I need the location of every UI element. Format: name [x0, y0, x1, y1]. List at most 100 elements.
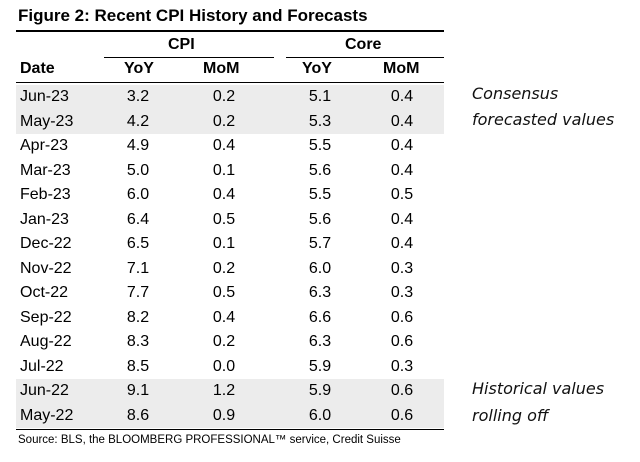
core-mom-cell: 0.4: [390, 88, 414, 105]
cpi-yoy-cell: 7.7: [126, 284, 150, 301]
cpi-mom-cell: 0.2: [212, 259, 236, 277]
cpi-mom-cell: 0.4: [212, 308, 236, 326]
core-yoy-cell: 6.3: [308, 333, 332, 350]
core-yoy-cell: 5.6: [308, 161, 332, 179]
cpi-yoy-cell: 5.0: [126, 161, 150, 179]
core-yoy-cell: 5.5: [308, 186, 332, 203]
cpi-yoy-cell: 4.9: [126, 137, 150, 154]
core-yoy-cell: 5.3: [308, 112, 332, 130]
bottom-rule: [16, 429, 444, 430]
core-mom-cell: 0.4: [390, 137, 414, 154]
core-mom-cell: 0.4: [390, 235, 414, 252]
core-mom-cell: 0.4: [390, 210, 414, 228]
core-yoy-cell: 5.9: [308, 382, 332, 399]
cpi-mom-cell: 0.5: [212, 210, 236, 228]
date-cell: Sep-22: [20, 308, 72, 326]
core-mom-cell: 0.4: [390, 112, 414, 130]
historical-note-line2: rolling off: [472, 406, 549, 425]
date-cell: Feb-23: [20, 186, 71, 203]
date-cell: Apr-23: [20, 137, 69, 154]
core-yoy-cell: 5.1: [308, 88, 332, 105]
core-mom-cell: 0.3: [390, 357, 414, 375]
core-yoy-cell: 6.0: [308, 406, 332, 424]
cpi-mom-cell: 0.5: [212, 284, 236, 301]
core-yoy-column-header: YoY: [302, 60, 332, 77]
core-mom-cell: 0.3: [390, 259, 414, 277]
cpi-mom-cell: 0.2: [212, 112, 236, 130]
cpi-mom-cell: 0.4: [212, 137, 236, 154]
core-mom-cell: 0.4: [390, 161, 414, 179]
core-yoy-cell: 6.0: [308, 259, 332, 277]
consensus-note-line2: forecasted values: [472, 110, 615, 129]
table-row: Jan-23 6.4 0.5 5.6 0.4: [16, 208, 444, 233]
cpi-yoy-cell: 3.2: [126, 88, 150, 105]
cpi-yoy-cell: 8.6: [126, 406, 150, 424]
cpi-mom-cell: 0.0: [212, 357, 236, 375]
table-row: Sep-22 8.2 0.4 6.6 0.6: [16, 306, 444, 331]
table-row: Apr-23 4.9 0.4 5.5 0.4: [16, 134, 444, 159]
date-cell: Dec-22: [20, 235, 72, 252]
core-mom-cell: 0.6: [390, 333, 414, 350]
historical-note-line1: Historical values: [472, 379, 605, 398]
table-row: Oct-22 7.7 0.5 6.3 0.3: [16, 281, 444, 306]
date-cell: Jun-23: [20, 88, 69, 105]
date-cell: Jun-22: [20, 382, 69, 399]
table-row: Jun-22 9.1 1.2 5.9 0.6: [16, 379, 444, 404]
cpi-yoy-cell: 8.2: [126, 308, 150, 326]
core-mom-cell: 0.6: [390, 382, 414, 399]
core-group-rule: [286, 57, 444, 58]
figure-title: Figure 2: Recent CPI History and Forecas…: [18, 6, 368, 25]
table-row: Mar-23 5.0 0.1 5.6 0.4: [16, 159, 444, 184]
cpi-group-rule: [104, 57, 274, 58]
core-yoy-cell: 5.5: [308, 137, 332, 154]
core-mom-cell: 0.6: [390, 308, 414, 326]
cpi-yoy-cell: 9.1: [126, 382, 150, 399]
source-note: Source: BLS, the BLOOMBERG PROFESSIONAL™…: [18, 434, 401, 446]
cpi-table-body: Jun-23 3.2 0.2 5.1 0.4 May-23 4.2 0.2 5.3 0.4 Apr-…: [16, 85, 444, 428]
core-yoy-cell: 5.6: [308, 210, 332, 228]
date-cell: Oct-22: [20, 284, 69, 301]
cpi-mom-cell: 0.4: [212, 186, 236, 203]
cpi-mom-cell: 1.2: [212, 382, 236, 399]
cpi-yoy-cell: 4.2: [126, 112, 150, 130]
table-row: Aug-22 8.3 0.2 6.3 0.6: [16, 330, 444, 355]
core-yoy-cell: 5.9: [308, 357, 332, 375]
table-row: May-23 4.2 0.2 5.3 0.4: [16, 109, 444, 134]
cpi-mom-cell: 0.1: [212, 161, 236, 179]
date-cell: Jul-22: [20, 357, 64, 375]
date-cell: May-23: [20, 112, 74, 130]
cpi-yoy-cell: 7.1: [126, 259, 150, 277]
date-cell: Jan-23: [20, 210, 69, 228]
date-cell: Nov-22: [20, 259, 72, 277]
core-yoy-cell: 6.6: [308, 308, 332, 326]
cpi-group-header: CPI: [168, 36, 195, 53]
cpi-mom-cell: 0.1: [212, 235, 236, 252]
core-yoy-cell: 6.3: [308, 284, 332, 301]
core-mom-cell: 0.6: [390, 406, 414, 424]
core-mom-cell: 0.3: [390, 284, 414, 301]
cpi-mom-cell: 0.2: [212, 88, 236, 105]
cpi-yoy-cell: 6.0: [126, 186, 150, 203]
date-cell: Mar-23: [20, 161, 71, 179]
cpi-mom-cell: 0.2: [212, 333, 236, 350]
cpi-mom-cell: 0.9: [212, 406, 236, 424]
table-row: Jun-23 3.2 0.2 5.1 0.4: [16, 85, 444, 110]
date-cell: May-22: [20, 406, 74, 424]
cpi-yoy-cell: 6.5: [126, 235, 150, 252]
top-rule: [16, 30, 444, 32]
cpi-yoy-cell: 6.4: [126, 210, 150, 228]
core-mom-cell: 0.5: [390, 186, 414, 203]
date-cell: Aug-22: [20, 333, 72, 350]
table-row: May-22 8.6 0.9 6.0 0.6: [16, 403, 444, 428]
table-row: Jul-22 8.5 0.0 5.9 0.3: [16, 355, 444, 380]
table-row: Nov-22 7.1 0.2 6.0 0.3: [16, 257, 444, 282]
core-group-header: Core: [345, 36, 382, 53]
table-row: Dec-22 6.5 0.1 5.7 0.4: [16, 232, 444, 257]
core-yoy-cell: 5.7: [308, 235, 332, 252]
header-rule: [16, 82, 444, 83]
date-column-header: Date: [20, 60, 55, 77]
cpi-yoy-column-header: YoY: [124, 60, 154, 77]
cpi-yoy-cell: 8.3: [126, 333, 150, 350]
cpi-yoy-cell: 8.5: [126, 357, 150, 375]
consensus-note-line1: Consensus: [472, 84, 559, 103]
